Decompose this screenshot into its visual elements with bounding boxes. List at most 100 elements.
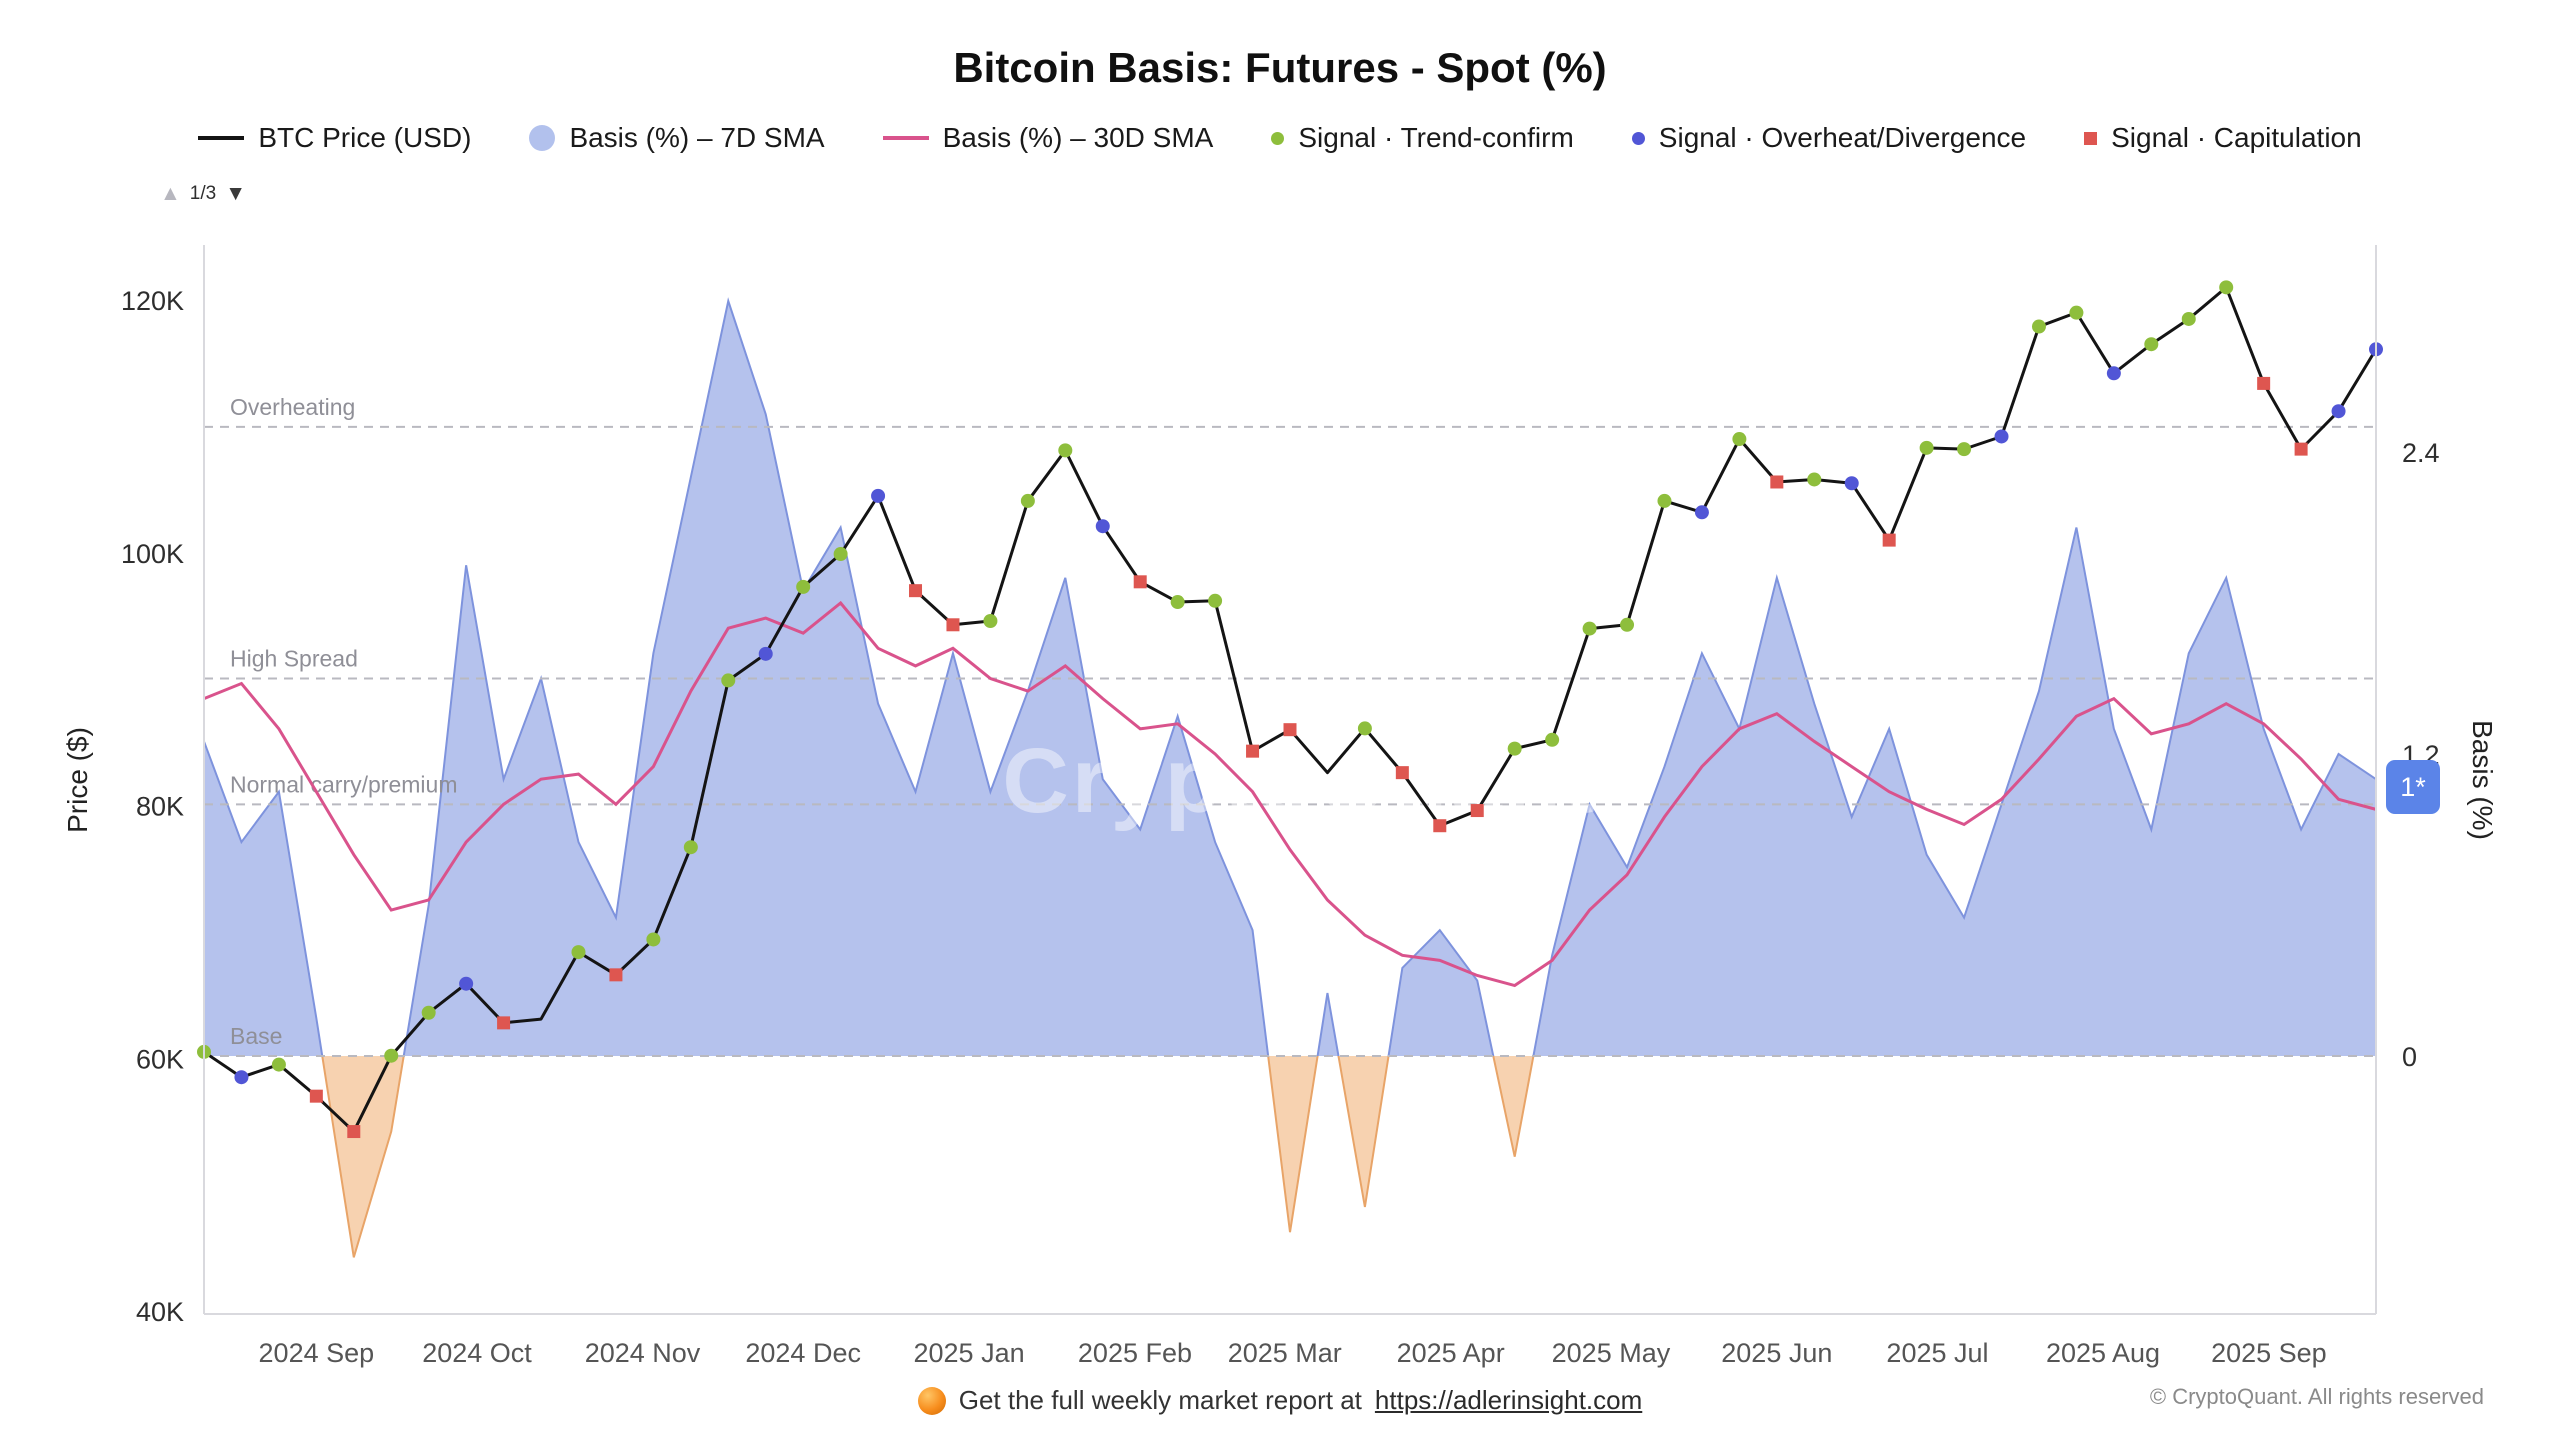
- month-tick-label: 2024 Oct: [422, 1338, 532, 1368]
- signal-trend-marker: [571, 945, 586, 960]
- ref-line-label: Normal carry/premium: [230, 771, 457, 797]
- signal-trend-marker: [2181, 311, 2196, 326]
- signal-capitulation-marker: [1433, 819, 1447, 833]
- price-tick-label: 80K: [136, 792, 184, 822]
- price-tick-label: 40K: [136, 1297, 184, 1327]
- legend-square-icon: [2084, 131, 2098, 145]
- legend-item-signal-overheat-divergence[interactable]: Signal · Overheat/Divergence: [1631, 122, 2026, 154]
- signal-capitulation-marker: [1882, 533, 1896, 547]
- pager-count: 1/3: [189, 183, 217, 204]
- signal-trend-marker: [2031, 319, 2046, 334]
- month-tick-label: 2024 Dec: [745, 1338, 861, 1368]
- pager-down-icon[interactable]: ▼: [225, 182, 247, 205]
- month-tick-label: 2025 Apr: [1397, 1338, 1505, 1368]
- signal-trend-marker: [1357, 721, 1372, 736]
- signal-capitulation-marker: [347, 1125, 361, 1139]
- signal-overheat-marker: [1994, 429, 2009, 444]
- signal-capitulation-marker: [1283, 723, 1297, 737]
- month-tick-label: 2025 May: [1552, 1338, 1671, 1368]
- watermark-text: CryptoQuant: [1002, 730, 1597, 832]
- signal-capitulation-marker: [609, 968, 623, 982]
- signal-trend-marker: [2219, 280, 2234, 295]
- signal-overheat-marker: [1844, 476, 1859, 491]
- page-title: Bitcoin Basis: Futures - Spot (%): [953, 44, 1607, 91]
- signal-overheat-marker: [2331, 404, 2346, 419]
- ref-line-label: High Spread: [230, 646, 358, 672]
- signal-capitulation-marker: [1770, 475, 1784, 489]
- legend-circle-large-icon: [529, 125, 556, 151]
- signal-trend-marker: [1657, 493, 1672, 508]
- month-tick-label: 2025 Mar: [1228, 1338, 1342, 1368]
- basis-7d-area: [204, 297, 2376, 1258]
- signal-trend-marker: [1170, 595, 1185, 610]
- signal-trend-marker: [421, 1005, 436, 1020]
- signal-capitulation-marker: [1470, 804, 1484, 818]
- legend: BTC Price (USD) Basis (%) – 7D SMA Basis (…: [0, 122, 2560, 154]
- signal-trend-marker: [721, 673, 736, 688]
- signal-overheat-marker: [234, 1070, 249, 1085]
- legend-item-btc-price-usd[interactable]: BTC Price (USD): [198, 122, 471, 154]
- signal-overheat-marker: [758, 646, 773, 661]
- signal-capitulation-marker: [497, 1016, 511, 1030]
- basis-tick-label: 2.4: [2402, 438, 2440, 468]
- legend-item-basis-7d-sma[interactable]: Basis (%) – 7D SMA: [529, 122, 825, 154]
- legend-dot-icon: [1631, 131, 1645, 145]
- month-tick-label: 2025 Jun: [1721, 1338, 1832, 1368]
- legend-item-basis-30d-sma[interactable]: Basis (%) – 30D SMA: [882, 122, 1214, 154]
- signal-capitulation-marker: [1133, 575, 1147, 589]
- month-tick-label: 2024 Nov: [585, 1338, 701, 1368]
- signal-overheat-marker: [459, 976, 474, 991]
- signal-trend-marker: [833, 547, 848, 562]
- signal-trend-marker: [1807, 472, 1822, 487]
- signal-trend-marker: [1020, 493, 1035, 508]
- month-tick-label: 2025 Jul: [1886, 1338, 1988, 1368]
- month-tick-label: 2025 Sep: [2211, 1338, 2327, 1368]
- pager: ▲ 1/3 ▼: [160, 182, 246, 206]
- month-tick-label: 2025 Feb: [1078, 1338, 1192, 1368]
- footer-report-text: Get the full weekly market report at: [958, 1385, 1362, 1415]
- report-link[interactable]: https://adlerinsight.com: [1374, 1385, 1643, 1415]
- price-axis-title: Price ($): [62, 727, 93, 833]
- signal-overheat-marker: [1095, 519, 1110, 534]
- legend-label: Basis (%) – 30D SMA: [942, 122, 1214, 153]
- legend-label: Signal · Trend-confirm: [1298, 122, 1574, 153]
- month-tick-label: 2025 Aug: [2046, 1338, 2160, 1368]
- signal-capitulation-marker: [2257, 376, 2271, 390]
- signal-trend-marker: [796, 579, 811, 594]
- legend-line-icon: [882, 136, 929, 140]
- legend-item-signal-capitulation[interactable]: Signal · Capitulation: [2084, 122, 2362, 154]
- legend-item-signal-trend-confirm[interactable]: Signal · Trend-confirm: [1271, 122, 1574, 154]
- pager-up-icon[interactable]: ▲: [160, 182, 181, 205]
- month-tick-label: 2025 Jan: [914, 1338, 1025, 1368]
- signal-trend-marker: [384, 1048, 399, 1063]
- signal-trend-marker: [1058, 443, 1073, 458]
- price-tick-label: 120K: [121, 286, 184, 316]
- basis-tick-label: 0: [2402, 1042, 2417, 1072]
- signal-trend-marker: [271, 1057, 286, 1072]
- signal-trend-marker: [1919, 440, 1934, 455]
- reference-lines: Overheating High Spread Normal carry/premi…: [204, 394, 2376, 1057]
- signal-capitulation-marker: [309, 1089, 323, 1103]
- basis-axis-title: Basis (%): [2467, 720, 2498, 840]
- signal-trend-marker: [1545, 732, 1560, 747]
- signal-trend-marker: [1208, 593, 1223, 608]
- price-tick-label: 100K: [121, 539, 184, 569]
- signal-trend-marker: [1957, 442, 1972, 457]
- signal-capitulation-marker: [1246, 744, 1260, 758]
- signal-trend-marker: [983, 613, 998, 628]
- legend-dot-icon: [1271, 131, 1285, 145]
- basis-30d-line: [203, 600, 2377, 988]
- signal-trend-marker: [1507, 741, 1522, 756]
- ref-line-label: Overheating: [230, 394, 355, 420]
- footer: Get the full weekly market report at htt…: [0, 1385, 2560, 1416]
- legend-label: Basis (%) – 7D SMA: [569, 122, 825, 153]
- current-value-badge: 1*: [2386, 760, 2440, 814]
- copyright-text: © CryptoQuant. All rights reserved: [2149, 1384, 2484, 1409]
- signal-overheat-marker: [1694, 505, 1709, 520]
- signal-overheat-marker: [871, 488, 886, 503]
- report-ball-icon: [917, 1386, 946, 1415]
- signal-trend-marker: [2144, 337, 2159, 352]
- legend-label: Signal · Capitulation: [2111, 122, 2362, 153]
- signal-markers: [197, 280, 2383, 1139]
